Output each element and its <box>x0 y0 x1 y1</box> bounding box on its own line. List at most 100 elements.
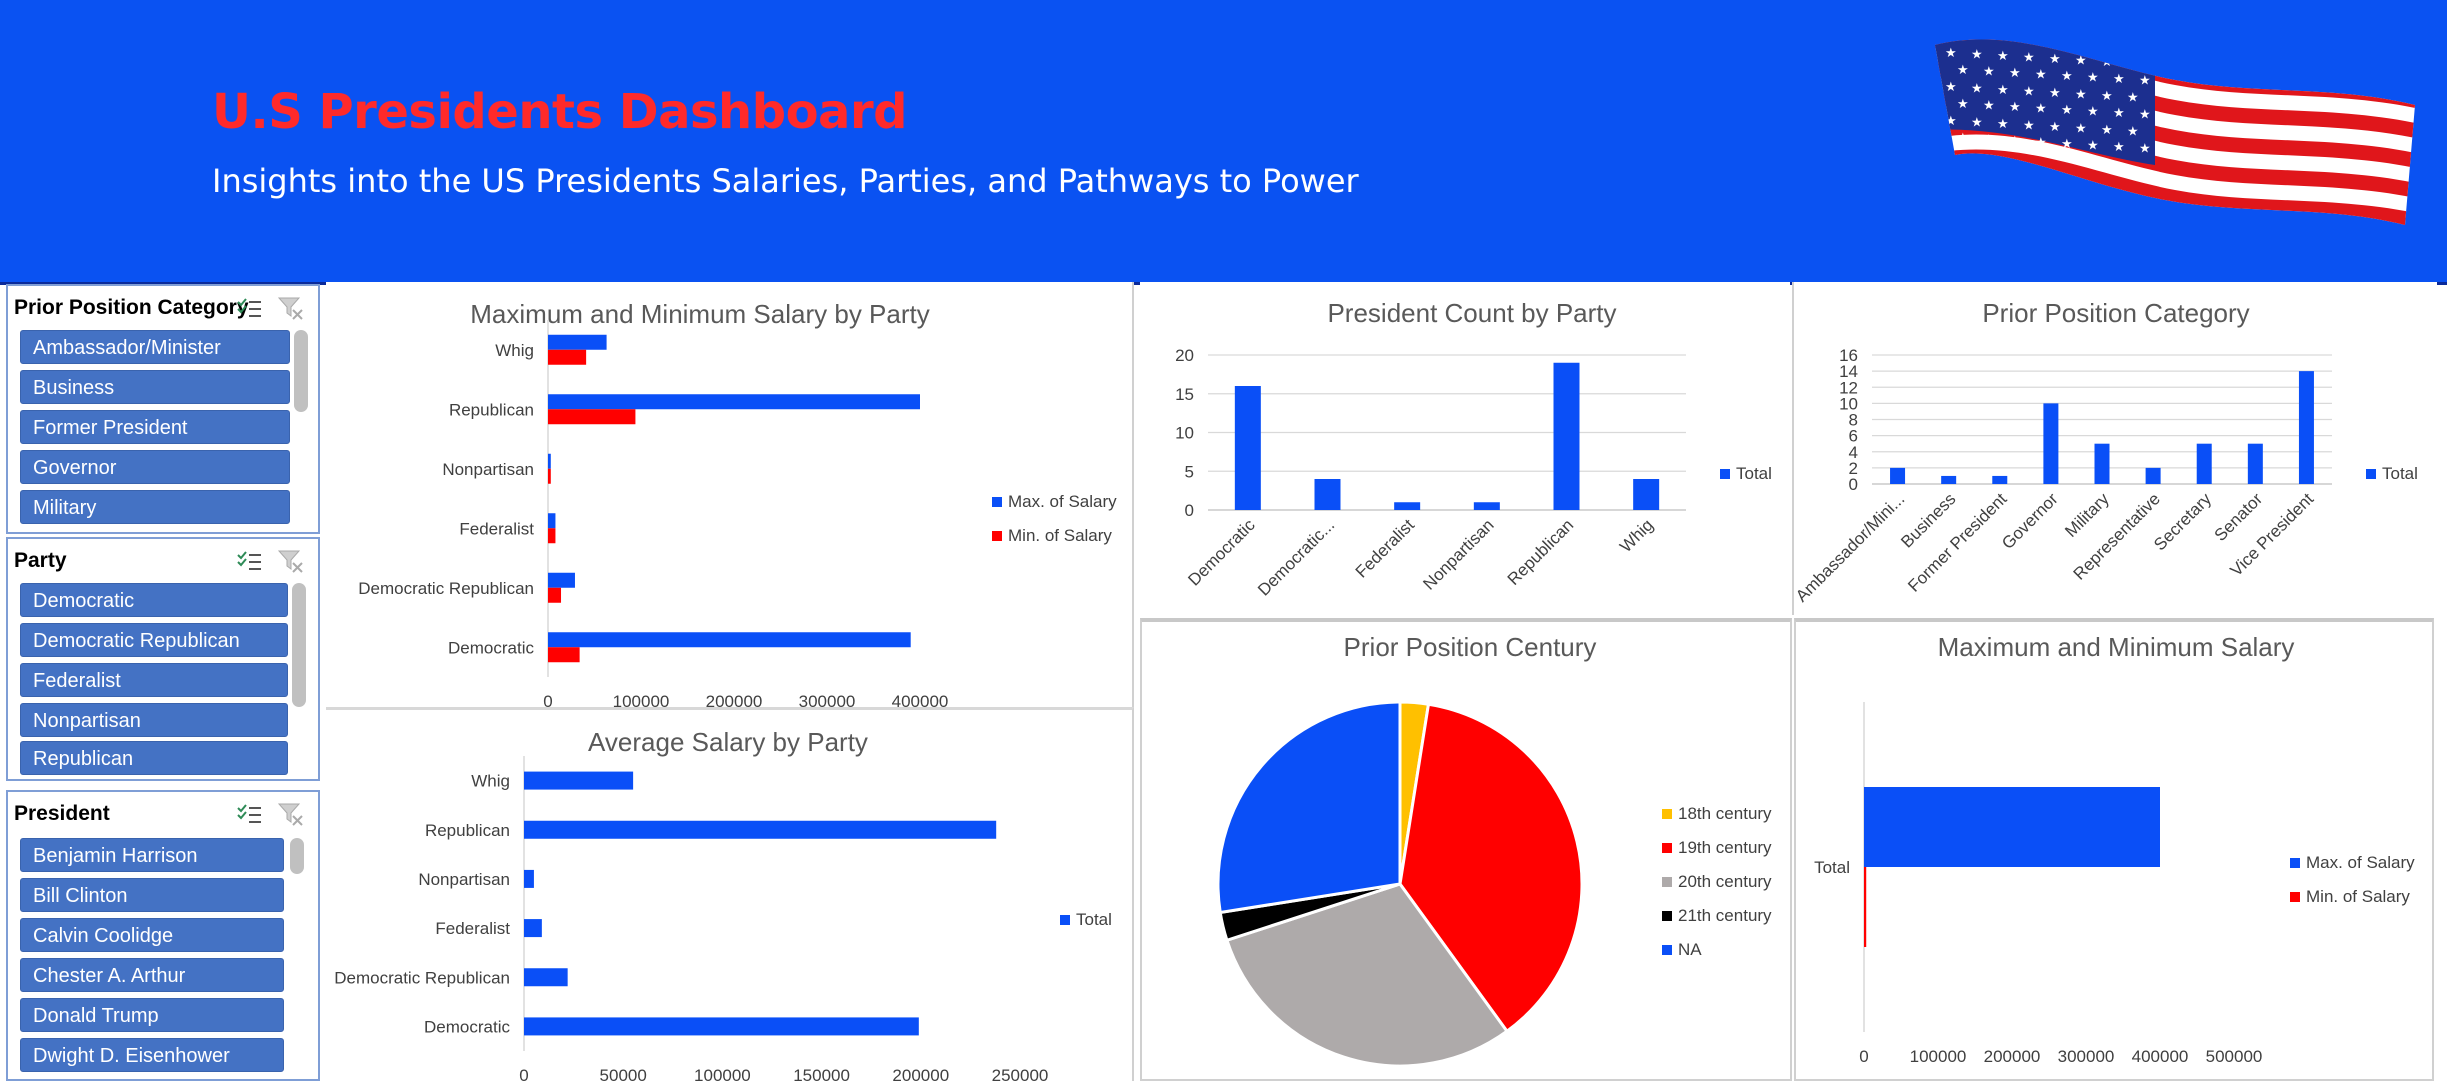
flag-star: ★ <box>2127 56 2139 71</box>
slicer-item[interactable]: Democratic <box>20 583 288 617</box>
flag-star: ★ <box>2113 139 2125 154</box>
slicer-item[interactable]: Benjamin Harrison <box>20 838 284 872</box>
slicer-scrollbar[interactable] <box>292 583 306 707</box>
tick-label: 250000 <box>992 1066 1049 1085</box>
pie-slice <box>1216 700 1402 915</box>
multi-select-icon[interactable] <box>236 803 262 825</box>
multi-select-icon[interactable] <box>236 550 262 572</box>
chart-max-min-salary: Maximum and Minimum Salary Total 0 100000 20… <box>1794 618 2434 1081</box>
slicer-item[interactable]: Business <box>20 370 290 404</box>
chart-title: President Count by Party <box>1327 298 1616 328</box>
slicer-item[interactable]: Nonpartisan <box>20 703 288 737</box>
category-label: Democratic... <box>1254 515 1338 599</box>
legend-label: 21th century <box>1678 906 1772 925</box>
flag-star: ★ <box>1971 81 1983 96</box>
slicer-item[interactable]: Democratic Republican <box>20 623 288 657</box>
legend-label: 20th century <box>1678 872 1772 891</box>
tick-label: 10 <box>1175 424 1194 443</box>
flag-star: ★ <box>2049 85 2061 100</box>
bar <box>1394 502 1421 510</box>
flag-star: ★ <box>1983 98 1995 113</box>
slicer-item[interactable]: Donald Trump <box>20 998 284 1032</box>
slicer-item[interactable]: Calvin Coolidge <box>20 918 284 952</box>
category-label: Democratic Republican <box>334 968 510 987</box>
tick-label: 12 <box>1839 378 1858 397</box>
category-label: Whig <box>471 772 510 791</box>
tick-label: 200000 <box>1984 1047 2041 1066</box>
flag-star: ★ <box>2061 136 2073 151</box>
slicer-item[interactable]: Federalist <box>20 663 288 697</box>
clear-filter-icon[interactable] <box>278 549 304 573</box>
legend-label: Total <box>1076 910 1112 929</box>
chart-title: Prior Position Century <box>1344 632 1597 662</box>
tick-label: 8 <box>1849 411 1858 430</box>
flag-star: ★ <box>2101 54 2113 69</box>
flag-star: ★ <box>1997 48 2009 63</box>
category-label: Whig <box>1616 515 1657 556</box>
legend-label: Min. of Salary <box>2306 887 2410 906</box>
multi-select-icon[interactable] <box>236 297 262 319</box>
slicer-item[interactable]: Dwight D. Eisenhower <box>20 1038 284 1072</box>
bar <box>524 919 542 938</box>
bar <box>2196 443 2212 484</box>
slicer-party: Party Democratic Democratic Republican F… <box>6 537 320 781</box>
flag-star: ★ <box>2049 119 2061 134</box>
tick-label: 200000 <box>706 692 763 711</box>
slicer-item[interactable]: Chester A. Arthur <box>20 958 284 992</box>
tick-label: 300000 <box>2058 1047 2115 1066</box>
tick-label: 2 <box>1849 459 1858 478</box>
clear-filter-icon[interactable] <box>278 296 304 320</box>
bar <box>524 820 997 839</box>
slicer-title: Party <box>14 549 67 572</box>
slicer-item[interactable]: Ambassador/Minister <box>20 330 290 364</box>
slicer-scrollbar[interactable] <box>294 330 308 412</box>
flag-star: ★ <box>1945 79 1957 94</box>
flag-star: ★ <box>2113 71 2125 86</box>
legend-swatch <box>1662 809 1672 819</box>
slicer-item[interactable]: Republican <box>20 741 288 775</box>
category-label: Democratic Republican <box>358 579 534 598</box>
flag-star: ★ <box>2101 88 2113 103</box>
category-label: Federalist <box>435 919 510 938</box>
bar <box>548 394 920 410</box>
flag-star: ★ <box>1971 115 1983 130</box>
tick-label: 0 <box>543 692 552 711</box>
category-label: Representative <box>2070 489 2164 583</box>
legend-label: Min. of Salary <box>1008 526 1112 545</box>
flag-star: ★ <box>2113 105 2125 120</box>
bar <box>1864 867 1867 947</box>
tick-label: 50000 <box>600 1066 647 1085</box>
slicer-prior-position-category: Prior Position Category Ambassador/Minis… <box>6 284 320 534</box>
tick-label: 20 <box>1175 346 1194 365</box>
slicer-item[interactable]: Bill Clinton <box>20 878 284 912</box>
flag-star: ★ <box>2075 53 2087 68</box>
bar <box>1473 502 1500 510</box>
category-label: Whig <box>495 341 534 360</box>
bar <box>548 647 580 663</box>
clear-filter-icon[interactable] <box>278 802 304 826</box>
bar <box>2298 371 2314 484</box>
slicer-item[interactable]: Military <box>20 490 290 524</box>
legend-label: Total <box>1736 464 1772 483</box>
chart-president-count-by-party: President Count by Party 0 5 10 15 20 Democrat… <box>1140 282 1790 615</box>
flag-star: ★ <box>1997 116 2009 131</box>
slicer-item[interactable]: Governor <box>20 450 290 484</box>
slicer-title: Prior Position Category <box>14 296 249 319</box>
tick-label: 100000 <box>613 692 670 711</box>
flag-star: ★ <box>2127 90 2139 105</box>
legend-swatch <box>2290 892 2300 902</box>
slicer-item[interactable]: Former President <box>20 410 290 444</box>
tick-label: 0 <box>1859 1047 1868 1066</box>
category-label: Democratic <box>448 638 534 657</box>
slicer-scrollbar[interactable] <box>290 838 304 874</box>
category-label: Secretary <box>2150 489 2215 554</box>
flag-star: ★ <box>2087 138 2099 153</box>
chart-title: Prior Position Category <box>1982 298 2249 328</box>
flag-star: ★ <box>1957 62 1969 77</box>
tick-label: 16 <box>1839 346 1858 365</box>
category-label: Federalist <box>1352 515 1418 581</box>
slicer-title: President <box>14 802 110 825</box>
tick-label: 400000 <box>892 692 949 711</box>
flag-star: ★ <box>1983 132 1995 147</box>
category-label: Former President <box>1904 489 2010 595</box>
